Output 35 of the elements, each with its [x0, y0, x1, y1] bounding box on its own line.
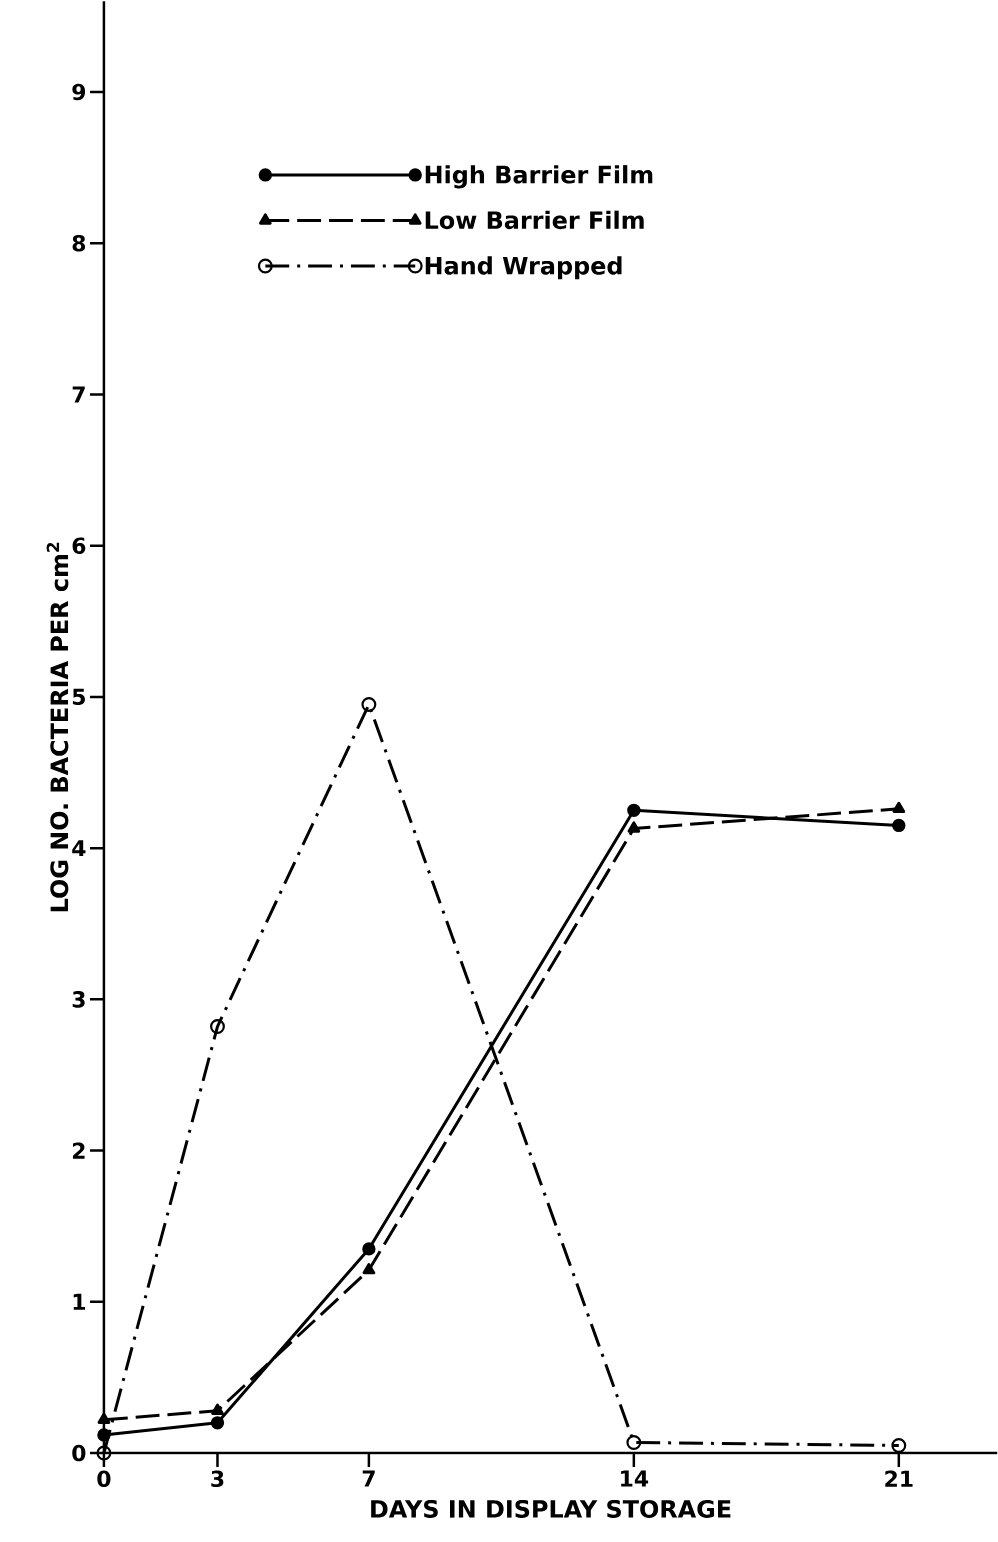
point [361, 1242, 376, 1256]
x-tick-label: 0 [97, 1470, 111, 1488]
point [892, 801, 905, 814]
point [891, 818, 906, 833]
legend-label: Hand Wrapped [425, 256, 622, 280]
point [210, 1403, 224, 1416]
point [626, 1435, 642, 1450]
x-tick-label: 3 [211, 1470, 224, 1488]
y-tick-label: 4 [71, 840, 86, 857]
x-tick-label: 14 [620, 1470, 648, 1487]
point [361, 696, 377, 712]
y-tick-label: 2 [72, 1142, 85, 1159]
y-tick-label: 7 [72, 386, 85, 403]
y-tick-label: 8 [72, 234, 85, 252]
point [97, 1428, 111, 1442]
y-tick-label: 3 [72, 991, 85, 1008]
y-tick-label: 6 [72, 537, 86, 554]
x-tick-label: 7 [362, 1470, 375, 1487]
point [627, 821, 640, 833]
legend-label: Low Barrier Film [425, 210, 644, 230]
point [210, 1416, 224, 1430]
point [626, 803, 641, 818]
x-tick-label: 21 [885, 1470, 913, 1487]
point [362, 1263, 375, 1275]
x-axis-title: DAYS IN DISPLAY STORAGE [370, 1499, 731, 1518]
y-tick-label: 5 [72, 688, 85, 706]
point [891, 1438, 907, 1453]
point [97, 1412, 111, 1425]
point [96, 1445, 112, 1461]
legend-label: High Barrier Film [425, 165, 653, 189]
y-tick-label: 0 [72, 1444, 86, 1462]
y-tick-label: 9 [72, 83, 85, 101]
y-tick-label: 1 [73, 1293, 85, 1310]
y-axis-title: LOG NO. BACTERIA PER cm$^{2}$ [46, 542, 69, 912]
point [209, 1019, 225, 1035]
